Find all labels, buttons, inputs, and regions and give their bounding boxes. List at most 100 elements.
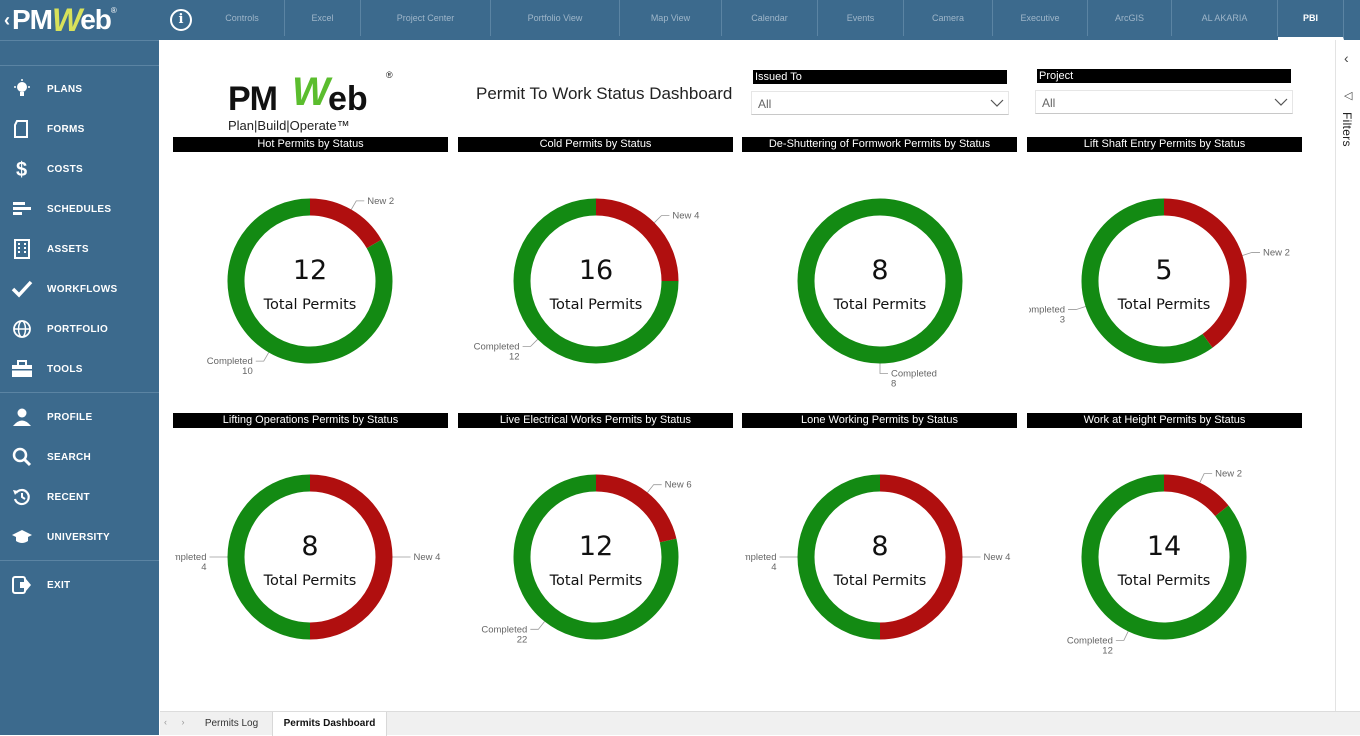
- top-tab-al-akaria[interactable]: AL AKARIA: [1172, 0, 1278, 36]
- sidebar-item-portfolio[interactable]: PORTFOLIO: [0, 309, 159, 349]
- donut-slice-completed[interactable]: [513, 474, 679, 640]
- donut-slice-completed[interactable]: [1081, 474, 1247, 640]
- logo-w: W: [52, 1, 82, 38]
- logo-eb: eb: [80, 4, 112, 35]
- total-permits-value: 8: [871, 531, 888, 562]
- data-label: New 2: [367, 196, 394, 207]
- data-label: New 2: [1215, 469, 1242, 480]
- chart-title: Live Electrical Works Permits by Status: [458, 413, 733, 428]
- sidebar-item-profile[interactable]: PROFILE: [0, 397, 159, 437]
- dashboard-title: Permit To Work Status Dashboard: [476, 84, 733, 103]
- page-nav-arrows[interactable]: ‹ ›: [164, 717, 191, 727]
- info-icon[interactable]: i: [170, 9, 192, 31]
- sidebar-item-recent[interactable]: RECENT: [0, 477, 159, 517]
- top-tab-controls[interactable]: Controls: [200, 0, 285, 36]
- sidebar-item-label: ASSETS: [47, 243, 89, 255]
- data-label-name: New: [665, 480, 684, 491]
- donut-slice-new[interactable]: [879, 474, 963, 640]
- top-tab-calendar[interactable]: Calendar: [722, 0, 818, 36]
- top-tab-camera[interactable]: Camera: [904, 0, 993, 36]
- donut-slice-completed[interactable]: [797, 474, 881, 640]
- forms-icon: [11, 118, 33, 140]
- sidebar-item-university[interactable]: UNIVERSITY: [0, 517, 159, 557]
- sidebar-item-label: FORMS: [47, 123, 85, 135]
- filters-pane[interactable]: ‹ ◁ Filters: [1335, 40, 1360, 711]
- schedule-bars-icon: [11, 198, 33, 220]
- logo-registered: ®: [110, 6, 117, 15]
- donut-chart[interactable]: New 2 Completed3 5 Total Permits: [1029, 161, 1299, 401]
- top-tab-project-center[interactable]: Project Center: [361, 0, 491, 36]
- sidebar-item-workflows[interactable]: WORKFLOWS: [0, 269, 159, 309]
- project-slicer-header: Project: [1037, 69, 1291, 83]
- top-tab-map-view[interactable]: Map View: [620, 0, 722, 36]
- donut-slice-new[interactable]: [309, 198, 382, 249]
- building-icon: [11, 238, 33, 260]
- data-label-leader: [654, 215, 670, 223]
- donut-slice-new[interactable]: [309, 474, 393, 640]
- data-label: New 4: [984, 552, 1011, 563]
- data-label-leader: [879, 363, 888, 374]
- sidebar-item-assets[interactable]: ASSETS: [0, 229, 159, 269]
- data-label-name: New: [672, 211, 691, 222]
- donut-slice-completed[interactable]: [797, 198, 963, 364]
- total-permits-label: Total Permits: [549, 573, 643, 589]
- chart-title: Hot Permits by Status: [173, 137, 448, 152]
- sidebar-item-label: WORKFLOWS: [47, 283, 118, 295]
- sidebar-item-label: EXIT: [47, 579, 71, 591]
- donut-slice-completed[interactable]: [513, 198, 679, 364]
- sidebar-item-tools[interactable]: TOOLS: [0, 349, 159, 389]
- donut-slice-new[interactable]: [1163, 474, 1229, 517]
- donut-slice-new[interactable]: [595, 198, 679, 282]
- sidebar-item-plans[interactable]: PLANS: [0, 69, 159, 109]
- sidebar-divider: [0, 65, 159, 66]
- page-tab-permits-dashboard[interactable]: Permits Dashboard: [273, 712, 387, 736]
- sidebar-item-exit[interactable]: EXIT: [0, 565, 159, 605]
- donut-slice-completed[interactable]: [1081, 198, 1213, 364]
- data-label-name: Completed: [1067, 635, 1113, 646]
- data-label-value: 12: [509, 351, 520, 362]
- project-dropdown[interactable]: All: [1035, 90, 1293, 114]
- page-tab-permits-log[interactable]: Permits Log: [191, 712, 273, 736]
- issued-to-dropdown[interactable]: All: [751, 91, 1009, 115]
- data-label-name: Completed: [474, 341, 520, 352]
- user-icon: [11, 406, 33, 428]
- data-label-value: 2: [1237, 469, 1242, 480]
- top-tab-executive[interactable]: Executive: [993, 0, 1088, 36]
- chart-title: Lift Shaft Entry Permits by Status: [1027, 137, 1302, 152]
- donut-chart[interactable]: New 4Completed48Total Permits: [175, 437, 445, 677]
- top-tab-portfolio-view[interactable]: Portfolio View: [491, 0, 620, 36]
- chevron-left-icon[interactable]: ‹: [1344, 50, 1349, 66]
- sidebar-item-search[interactable]: SEARCH: [0, 437, 159, 477]
- donut-slice-completed[interactable]: [227, 474, 311, 640]
- top-tab-arcgis[interactable]: ArcGIS: [1088, 0, 1172, 36]
- top-tab-events[interactable]: Events: [818, 0, 904, 36]
- data-label-value: 4: [771, 562, 776, 573]
- chart-title: De-Shuttering of Formwork Permits by Sta…: [742, 137, 1017, 152]
- total-permits-value: 14: [1147, 531, 1181, 562]
- dashboard-logo-eb: eb: [328, 80, 368, 118]
- total-permits-value: 12: [579, 531, 613, 562]
- donut-slice-new[interactable]: [1163, 198, 1247, 348]
- checkmark-icon: [11, 278, 33, 300]
- sidebar-item-schedules[interactable]: SCHEDULES: [0, 189, 159, 229]
- donut-slice-completed[interactable]: [227, 198, 393, 364]
- data-label-name: Completed: [207, 356, 253, 367]
- donut-chart[interactable]: New 4Completed48Total Permits: [745, 437, 1015, 677]
- top-tab-pbi[interactable]: PBI: [1278, 0, 1344, 40]
- sidebar-item-forms[interactable]: FORMS: [0, 109, 159, 149]
- top-tab-excel[interactable]: Excel: [285, 0, 361, 36]
- donut-slice-new[interactable]: [595, 474, 677, 543]
- chart-title: Work at Height Permits by Status: [1027, 413, 1302, 428]
- sidebar-item-label: PLANS: [47, 83, 83, 95]
- sidebar-item-label: SEARCH: [47, 451, 92, 463]
- sidebar-divider: [0, 392, 159, 393]
- total-permits-value: 5: [1155, 255, 1172, 286]
- sidebar-item-costs[interactable]: $ COSTS: [0, 149, 159, 189]
